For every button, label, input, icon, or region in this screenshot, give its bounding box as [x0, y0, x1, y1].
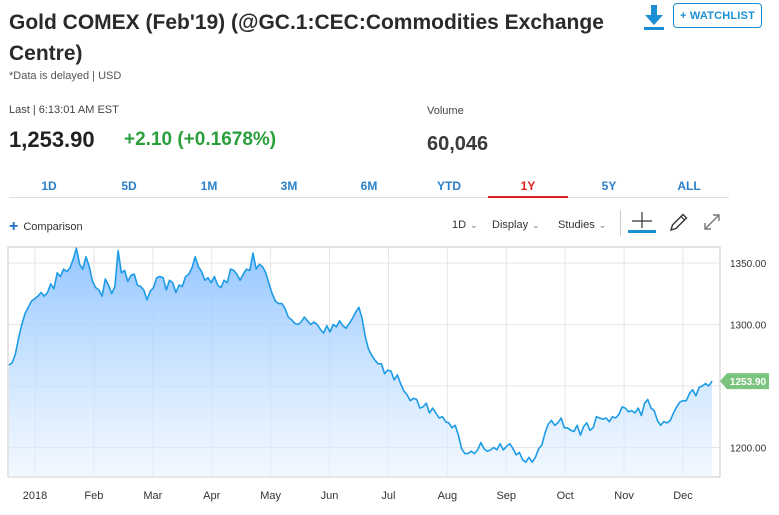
plus-icon: + — [9, 218, 19, 235]
download-icon[interactable] — [643, 4, 665, 30]
x-tick-label: Dec — [673, 490, 693, 502]
range-tab-1y[interactable]: 1Y — [488, 176, 568, 198]
range-tab-all[interactable]: ALL — [677, 179, 701, 193]
x-tick-label: Mar — [143, 490, 162, 502]
y-tick-label: 1200.00 — [730, 443, 767, 454]
page-title: Gold COMEX (Feb'19) (@GC.1:CEC:Commoditi… — [9, 11, 604, 65]
y-tick-label: 1300.00 — [730, 320, 767, 331]
chevron-down-icon: ⌄ — [532, 220, 540, 230]
price-line — [8, 247, 713, 463]
volume-label: Volume — [427, 105, 464, 117]
x-tick-label: Nov — [614, 490, 634, 502]
range-tab-3m[interactable]: 3M — [280, 179, 298, 193]
comparison-button[interactable]: + Comparison — [9, 218, 83, 236]
range-tab-6m[interactable]: 6M — [360, 179, 378, 193]
pencil-icon[interactable] — [664, 210, 692, 236]
price-area-fill — [9, 248, 712, 477]
chart-svg: 2018 Feb Mar Apr May Jun Jul Aug Sep Oct Nov Dec 12… — [7, 246, 769, 502]
expand-icon[interactable] — [698, 210, 726, 236]
price-change: +2.10 (+0.1678%) — [124, 129, 277, 150]
time-range-tabs: 1D 5D 1M 3M 6M YTD 1Y 5Y ALL — [9, 176, 729, 198]
toolbar-divider — [620, 210, 621, 236]
last-price-tag — [720, 373, 769, 390]
x-tick-label: May — [260, 490, 281, 502]
y-tick-label: 1350.00 — [730, 259, 767, 270]
range-tab-1d[interactable]: 1D — [41, 179, 57, 193]
x-tick-label: Aug — [438, 490, 458, 502]
x-tick-label: Jun — [321, 490, 339, 502]
crosshair-icon[interactable] — [628, 210, 656, 236]
data-disclaimer: *Data is delayed | USD — [9, 70, 122, 82]
chevron-down-icon: ⌄ — [470, 220, 478, 230]
display-label: Display — [492, 219, 529, 231]
chevron-down-icon: ⌄ — [598, 220, 607, 230]
display-dropdown[interactable]: Display ⌄ — [492, 219, 540, 231]
x-tick-label: Jul — [381, 490, 395, 502]
range-tab-5y[interactable]: 5Y — [601, 179, 617, 193]
range-tab-5d[interactable]: 5D — [121, 179, 137, 193]
chart-toolbar: + Comparison 1D ⌄ Display ⌄ Studies ⌄ — [0, 210, 779, 240]
x-tick-label: Oct — [557, 490, 574, 502]
last-price-tag-label: 1253.90 — [730, 377, 767, 388]
range-tab-1m[interactable]: 1M — [200, 179, 218, 193]
range-tab-ytd[interactable]: YTD — [437, 179, 461, 193]
interval-dropdown[interactable]: 1D ⌄ — [452, 219, 478, 231]
x-tick-label: 2018 — [23, 490, 47, 502]
last-trade-label: Last | 6:13:01 AM EST — [9, 104, 119, 116]
x-tick-label: Apr — [203, 490, 220, 502]
studies-dropdown[interactable]: Studies ⌄ — [558, 219, 606, 231]
x-tick-label: Feb — [84, 490, 103, 502]
studies-label: Studies — [558, 219, 595, 231]
volume-value: 60,046 — [427, 133, 489, 155]
price-chart[interactable]: 2018 Feb Mar Apr May Jun Jul Aug Sep Oct Nov Dec 12… — [0, 240, 779, 515]
interval-label: 1D — [452, 219, 467, 231]
last-price: 1,253.90 — [9, 127, 95, 152]
x-tick-label: Sep — [496, 490, 516, 502]
watchlist-button[interactable]: + WATCHLIST — [673, 3, 762, 28]
comparison-label: Comparison — [23, 221, 83, 233]
